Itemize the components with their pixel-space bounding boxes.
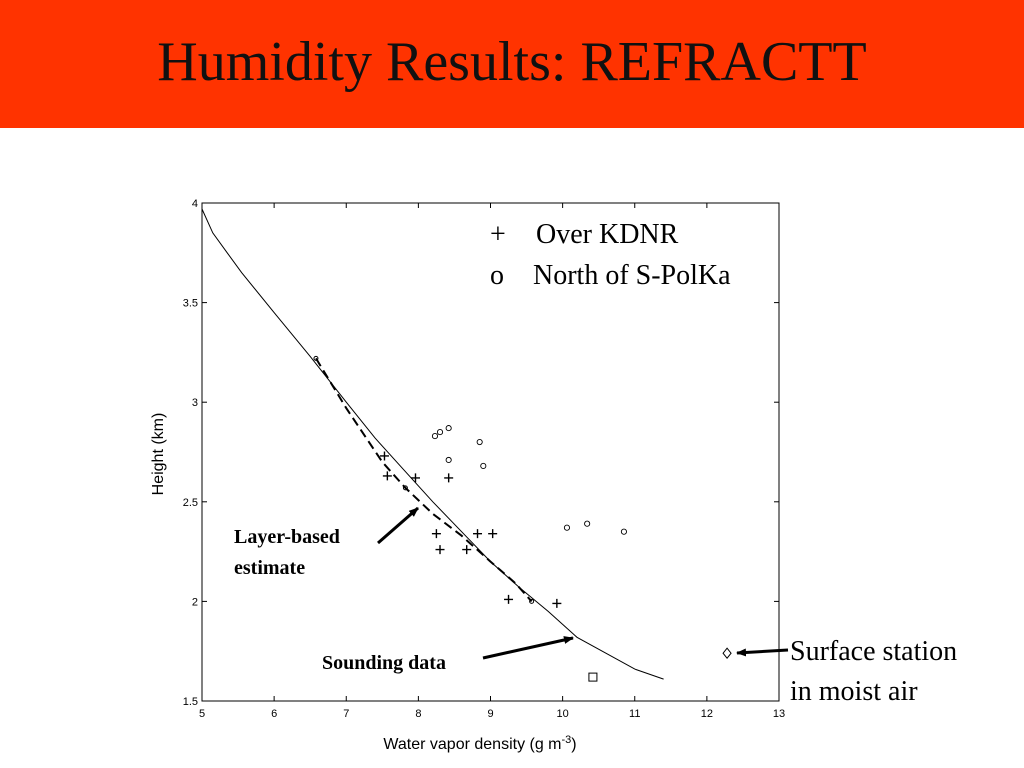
plus-point-over-kdnr [504,594,514,604]
y-tick-label: 2.5 [183,497,198,509]
sounding-data-line [201,208,664,680]
layer-estimate-line [315,357,533,603]
plus-point-over-kdnr [431,529,441,539]
plus-point-over-kdnr [382,471,392,481]
y-tick-label: 1.5 [183,696,198,708]
chart-marks [201,208,732,682]
layer-estimate-point [313,355,319,361]
surface-station-diamond [722,647,732,659]
y-tick-label: 4 [192,198,198,210]
plus-point-over-kdnr [435,545,445,555]
circle-point-north-of-spolka [476,438,483,446]
circle-point-north-of-spolka [584,520,591,527]
circle-point-north-of-spolka [431,433,439,440]
x-tick-label: 13 [773,708,785,720]
x-tick-label: 9 [487,708,493,720]
arrow-layer-estimate [377,506,419,545]
title-bar: Humidity Results: REFRACTT [0,0,1024,128]
y-tick-label: 2 [192,596,198,608]
annotation-sounding-data: Sounding data [322,652,446,674]
square-point [588,672,598,682]
legend-marker-circle: o [490,260,504,291]
x-tick-label: 10 [557,708,569,720]
y-tick-label: 3.5 [183,298,198,310]
legend-label-north-of-spolka: North of S-PolKa [533,260,731,291]
x-tick-label: 5 [199,708,205,720]
legend: + Over KDNR o North of S-PolKa [490,219,731,291]
plus-point-over-kdnr [552,598,562,608]
circle-point-north-of-spolka [445,425,452,432]
x-axis-label: Water vapor density (g m-3) [383,734,576,753]
circle-point-north-of-spolka [480,462,487,469]
y-axis-label: Height (km) [150,413,167,496]
arrow-surface-station [736,648,789,657]
y-tick-label: 3 [192,397,198,409]
circle-point-north-of-spolka [436,429,444,436]
annotation-layer-based: Layer-based [234,526,340,548]
x-tick-label: 8 [415,708,421,720]
axis-ticks: 5 6 7 8 9 10 11 12 13 1.5 2 2.5 3 3.5 4 [183,198,785,720]
annotation-in-moist-air: in moist air [790,676,918,707]
layer-estimate-point [529,598,535,604]
x-tick-label: 11 [629,708,640,720]
annotation-surface-station: Surface station [790,636,957,667]
layer-estimate-point [402,485,408,491]
slide-title: Humidity Results: REFRACTT [157,31,867,93]
plus-point-over-kdnr [410,473,420,483]
plus-point-over-kdnr [462,545,472,555]
x-tick-label: 12 [701,708,713,720]
circle-point-north-of-spolka [620,528,627,535]
x-tick-label: 7 [343,708,349,720]
arrow-sounding-data [482,636,574,660]
annotation-estimate: estimate [234,557,305,579]
plus-point-over-kdnr [488,529,498,539]
circle-point-north-of-spolka [445,456,452,464]
legend-label-over-kdnr: Over KDNR [536,219,679,250]
x-tick-label: 6 [271,708,277,720]
circle-point-north-of-spolka [563,524,571,531]
plus-point-over-kdnr [379,451,389,461]
legend-marker-plus: + [490,219,506,250]
plus-point-over-kdnr [444,473,454,483]
plus-point-over-kdnr [473,529,483,539]
